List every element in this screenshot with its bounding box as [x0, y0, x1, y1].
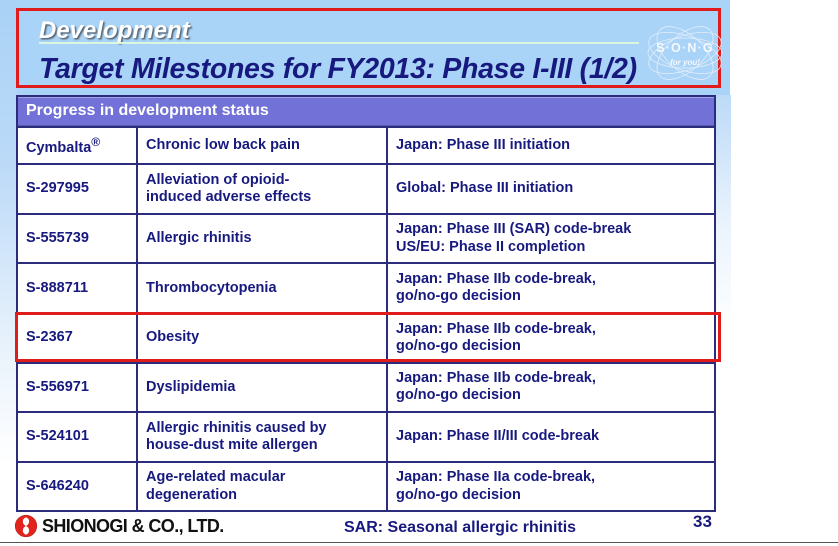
- svg-text:S·O·N·G: S·O·N·G: [656, 41, 714, 55]
- svg-text:for you!: for you!: [670, 58, 700, 67]
